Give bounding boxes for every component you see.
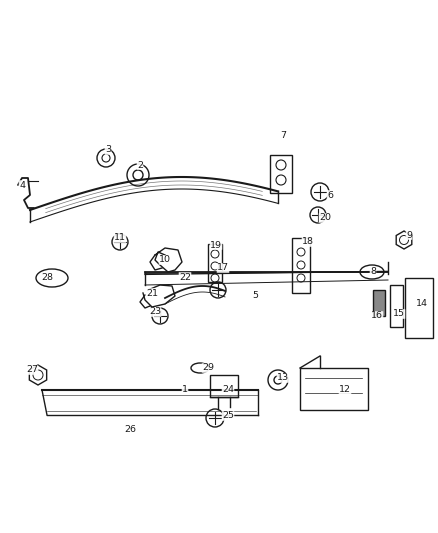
Text: 25: 25 <box>222 411 234 421</box>
Text: 6: 6 <box>327 190 333 199</box>
Text: 20: 20 <box>319 214 331 222</box>
Text: 23: 23 <box>149 308 161 317</box>
Text: 4: 4 <box>19 181 25 190</box>
Text: 16: 16 <box>371 311 383 320</box>
Text: 1: 1 <box>182 385 188 394</box>
Text: 8: 8 <box>370 268 376 277</box>
Text: 28: 28 <box>41 273 53 282</box>
Text: 9: 9 <box>406 230 412 239</box>
Text: 12: 12 <box>339 385 351 394</box>
Text: 15: 15 <box>393 310 405 319</box>
Text: 21: 21 <box>146 288 158 297</box>
Text: 19: 19 <box>210 240 222 249</box>
Text: 14: 14 <box>416 298 428 308</box>
Text: 7: 7 <box>280 131 286 140</box>
Text: 27: 27 <box>26 366 38 375</box>
Text: 13: 13 <box>277 374 289 383</box>
Text: 10: 10 <box>159 255 171 264</box>
FancyBboxPatch shape <box>373 290 385 316</box>
Text: 24: 24 <box>222 385 234 394</box>
Text: 3: 3 <box>105 146 111 155</box>
Text: 18: 18 <box>302 238 314 246</box>
Text: 29: 29 <box>202 364 214 373</box>
Text: 11: 11 <box>114 233 126 243</box>
Text: 26: 26 <box>124 425 136 434</box>
Text: 17: 17 <box>217 263 229 272</box>
Text: 5: 5 <box>252 290 258 300</box>
Text: 2: 2 <box>137 160 143 169</box>
Text: 22: 22 <box>179 272 191 281</box>
